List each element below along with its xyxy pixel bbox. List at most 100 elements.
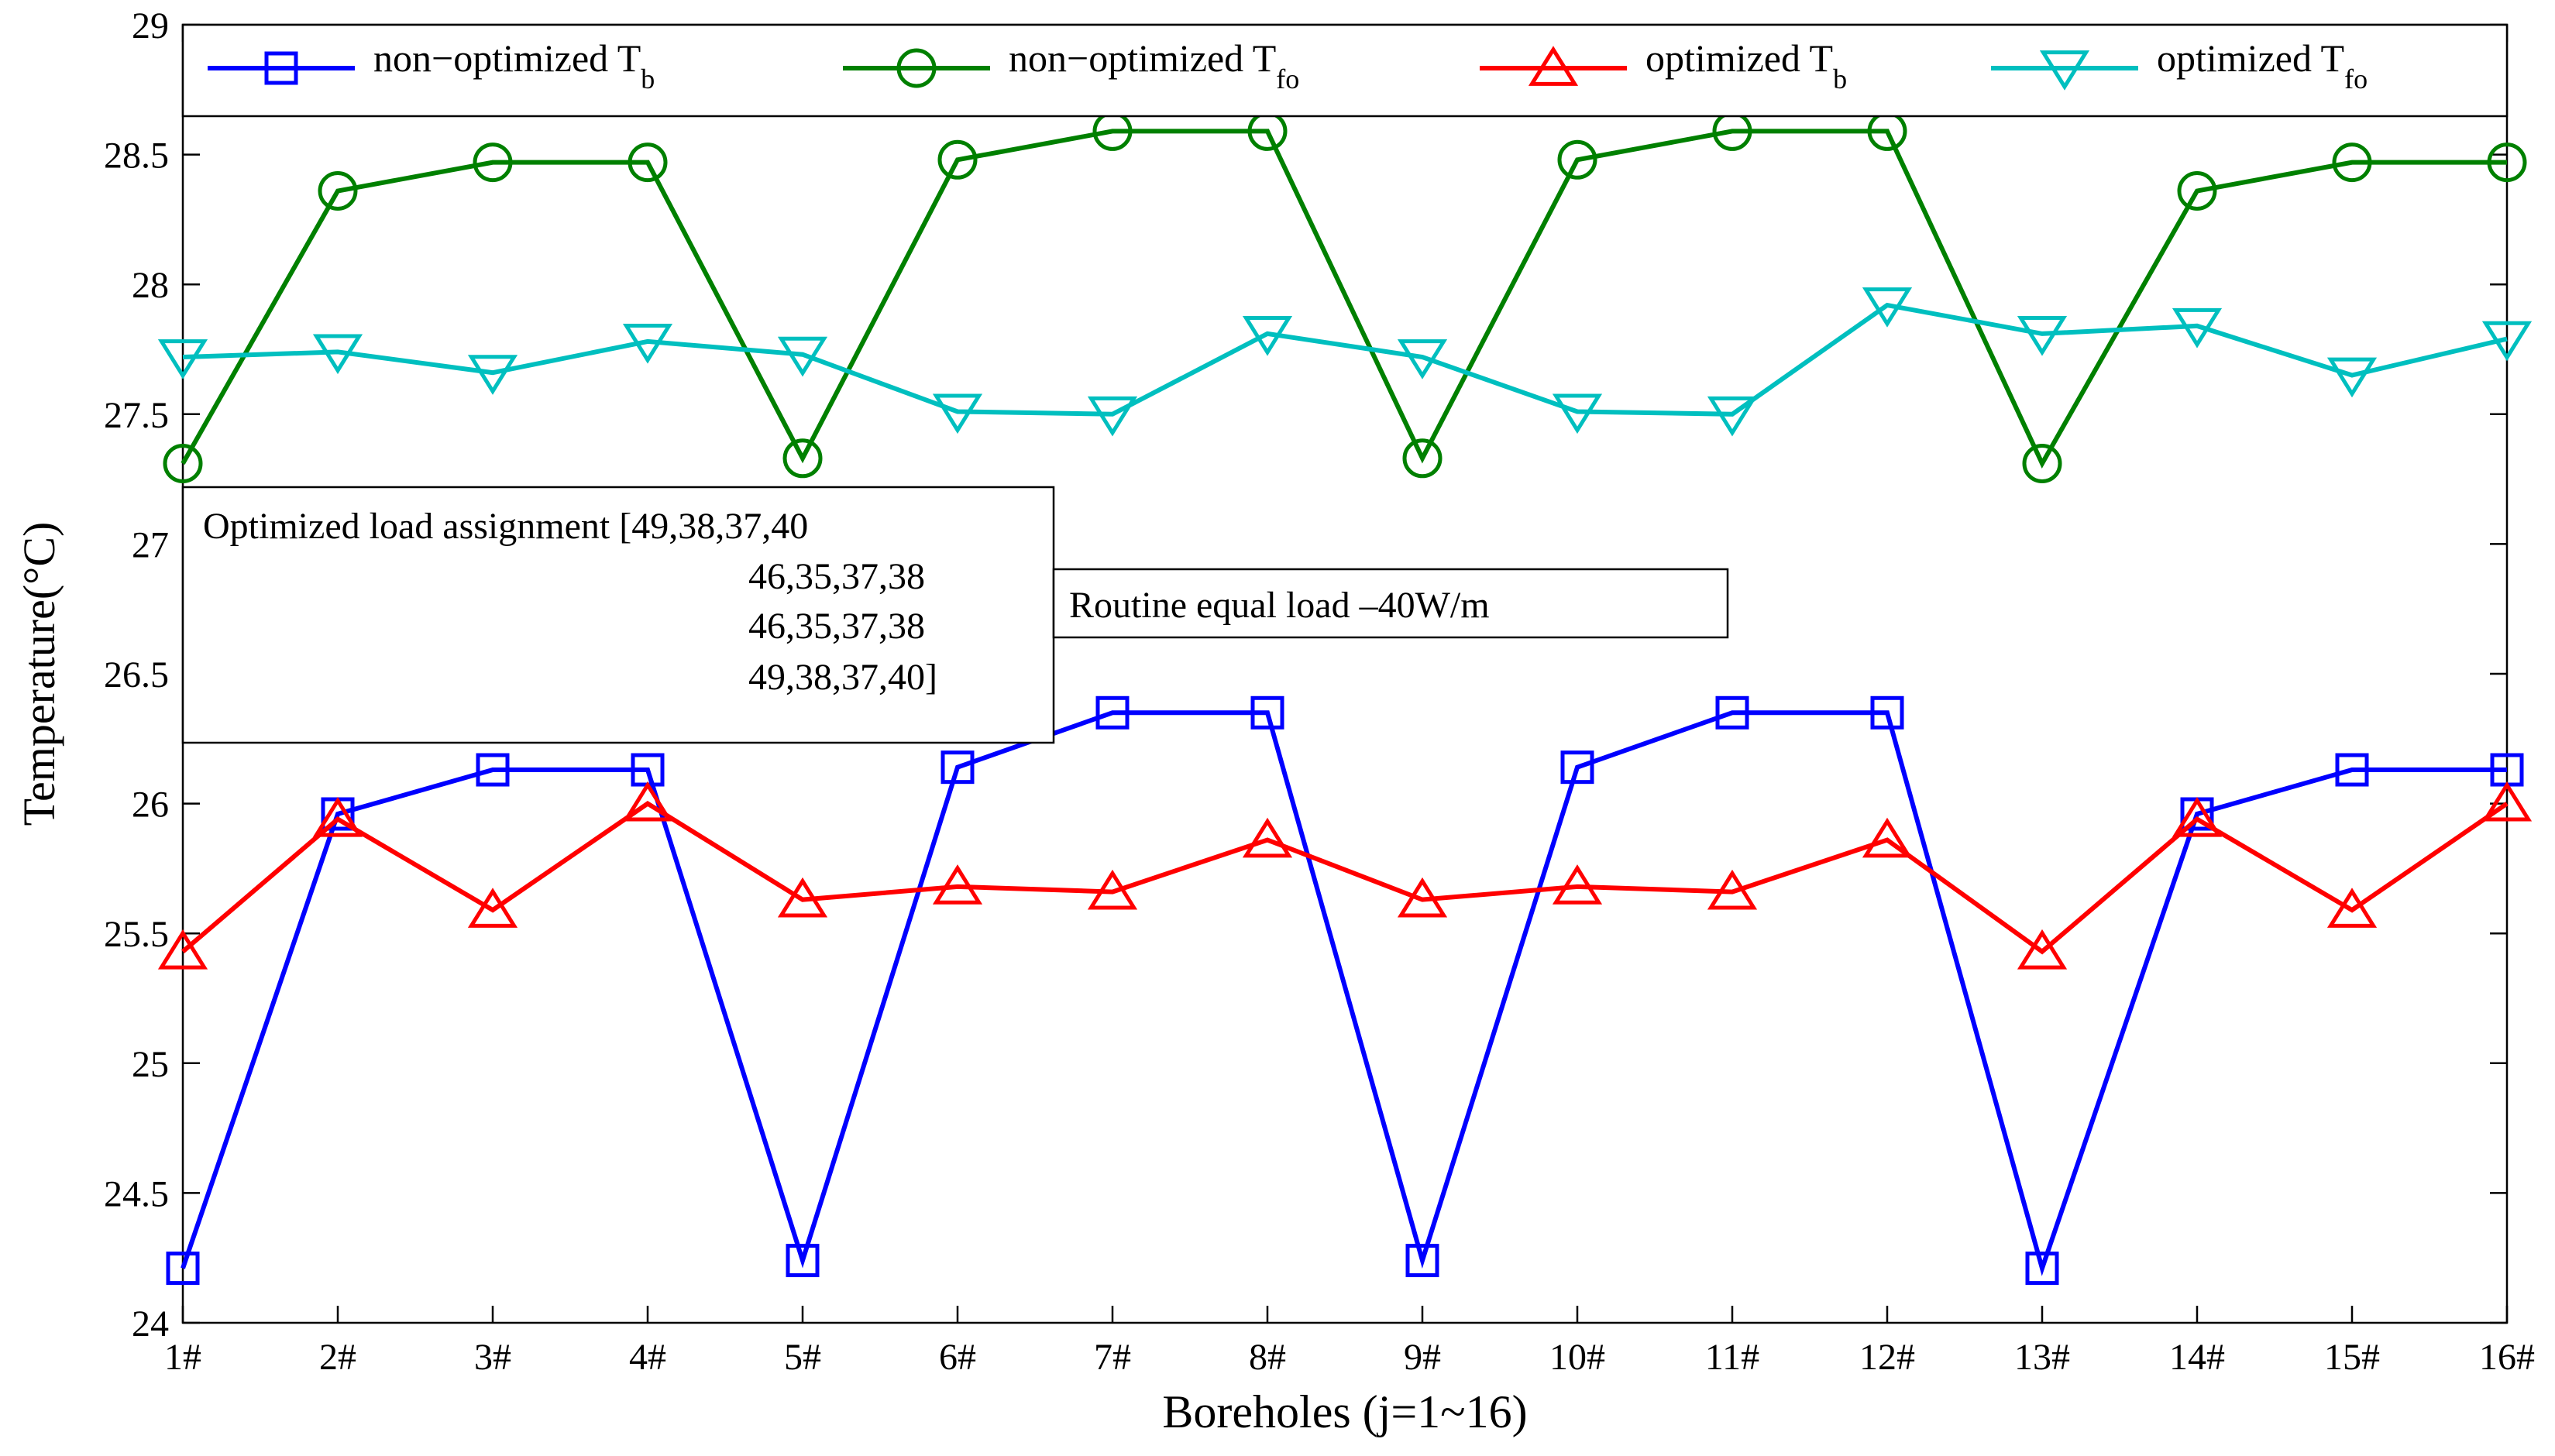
legend-label: non−optimized Tb xyxy=(373,36,655,94)
data-point xyxy=(782,438,823,479)
y-axis: 24 24.5 25 25.5 26 26.5 27 27.5 28 28.5 29 xyxy=(104,5,2507,1344)
annotation-routine: Routine equal load –40W/m xyxy=(1052,568,1729,639)
data-point xyxy=(777,877,828,918)
annotation-routine-text: Routine equal load –40W/m xyxy=(1069,585,1490,626)
y-tick-label: 27 xyxy=(132,524,169,565)
data-point xyxy=(1715,695,1749,730)
series-line xyxy=(181,710,2507,1276)
series-3 xyxy=(157,781,2533,970)
data-point xyxy=(2487,143,2527,183)
data-point xyxy=(1552,393,1603,434)
legend-item-1: non−optimized Tb xyxy=(208,36,655,94)
legend: non−optimized Tb non−optimized Tfo optimiz… xyxy=(181,23,2509,118)
legend-item-3: optimized Tb xyxy=(1480,36,1847,94)
data-point xyxy=(932,393,983,434)
x-tick-label: 1# xyxy=(164,1337,201,1378)
data-point xyxy=(1087,869,1138,910)
series-layer xyxy=(157,111,2533,1286)
y-tick-label: 25.5 xyxy=(104,914,169,955)
series-line xyxy=(181,129,2507,469)
x-tick-label: 5# xyxy=(784,1337,821,1378)
legend-label-main: optimized T xyxy=(1645,36,1833,80)
legend-marker xyxy=(264,51,298,85)
legend-label: non−optimized Tfo xyxy=(1009,36,1299,94)
annotation-optimized-line-2: 46,35,37,38 xyxy=(748,556,925,597)
legend-label-sub: b xyxy=(641,64,655,94)
annotation-optimized-box xyxy=(181,486,1055,744)
data-point xyxy=(1087,396,1138,437)
legend-label-main: optimized T xyxy=(2157,36,2344,80)
x-axis: 1# 2# 3# 4# 5# 6# 7# 8# 9# 10# 11# 12# 13# 14# 15# 16# xyxy=(164,25,2535,1378)
data-point xyxy=(2172,796,2223,837)
y-tick-label: 28 xyxy=(132,265,169,306)
legend-label-main: non−optimized T xyxy=(373,36,641,80)
x-tick-label: 8# xyxy=(1249,1337,1286,1378)
legend-items: non−optimized Tb non−optimized Tfo optimiz… xyxy=(208,36,2368,94)
data-point xyxy=(318,171,358,211)
data-point xyxy=(2326,357,2378,398)
x-tick-label: 2# xyxy=(319,1337,356,1378)
data-point xyxy=(2481,321,2533,362)
data-point xyxy=(1707,396,1758,437)
legend-item-4: optimized Tfo xyxy=(1991,36,2368,94)
y-axis-label: Temperature(°C) xyxy=(14,522,64,826)
y-tick-label: 24 xyxy=(132,1303,169,1344)
data-point xyxy=(1397,877,1448,918)
data-point xyxy=(941,750,975,785)
data-point xyxy=(312,796,363,837)
data-point xyxy=(1405,1244,1439,1278)
legend-item-2: non−optimized Tfo xyxy=(843,36,1299,94)
data-point xyxy=(1870,695,1904,730)
annotation-optimized-line-4: 49,38,37,40] xyxy=(748,657,937,698)
data-point xyxy=(2017,929,2068,970)
data-point xyxy=(467,355,518,395)
data-point xyxy=(1250,695,1284,730)
y-tick-label: 26.5 xyxy=(104,654,169,695)
legend-marker xyxy=(896,48,937,88)
data-point xyxy=(2481,781,2533,822)
data-point xyxy=(157,929,208,970)
data-point xyxy=(628,143,668,183)
data-point xyxy=(467,888,518,928)
x-tick-label: 13# xyxy=(2014,1337,2070,1378)
x-axis-label: Boreholes (j=1~16) xyxy=(1162,1386,1527,1437)
data-point xyxy=(473,143,513,183)
data-point xyxy=(1707,869,1758,910)
data-point xyxy=(1397,339,1448,379)
series-2 xyxy=(163,111,2527,483)
y-tick-label: 26 xyxy=(132,785,169,826)
y-tick-label: 28.5 xyxy=(104,136,169,177)
data-point xyxy=(1095,695,1130,730)
y-tick-label: 29 xyxy=(132,5,169,46)
x-tick-label: 4# xyxy=(629,1337,666,1378)
data-point xyxy=(777,336,828,377)
series-line xyxy=(181,801,2509,955)
data-point xyxy=(312,334,363,375)
series-4 xyxy=(157,287,2533,437)
data-point xyxy=(1862,817,1913,858)
data-point xyxy=(163,443,203,483)
data-point xyxy=(1402,438,1443,479)
y-tick-label: 25 xyxy=(132,1044,169,1085)
legend-marker xyxy=(1528,46,1579,86)
data-point xyxy=(622,781,673,822)
annotation-optimized-line-3: 46,35,37,38 xyxy=(748,606,925,647)
data-point xyxy=(1242,315,1293,356)
annotation-routine-box xyxy=(1052,568,1729,639)
data-point xyxy=(2326,888,2378,928)
data-point xyxy=(2022,443,2062,483)
data-point xyxy=(2335,753,2369,787)
data-point xyxy=(786,1244,820,1278)
data-point xyxy=(476,753,510,787)
x-tick-label: 9# xyxy=(1404,1337,1441,1378)
data-point xyxy=(622,324,673,364)
legend-label-sub: b xyxy=(1833,64,1847,94)
data-point xyxy=(2017,315,2068,356)
data-point xyxy=(2177,171,2217,211)
x-tick-label: 3# xyxy=(474,1337,511,1378)
x-tick-label: 7# xyxy=(1094,1337,1131,1378)
x-tick-label: 10# xyxy=(1549,1337,1605,1378)
y-tick-label: 24.5 xyxy=(104,1173,169,1214)
data-point xyxy=(2332,143,2372,183)
